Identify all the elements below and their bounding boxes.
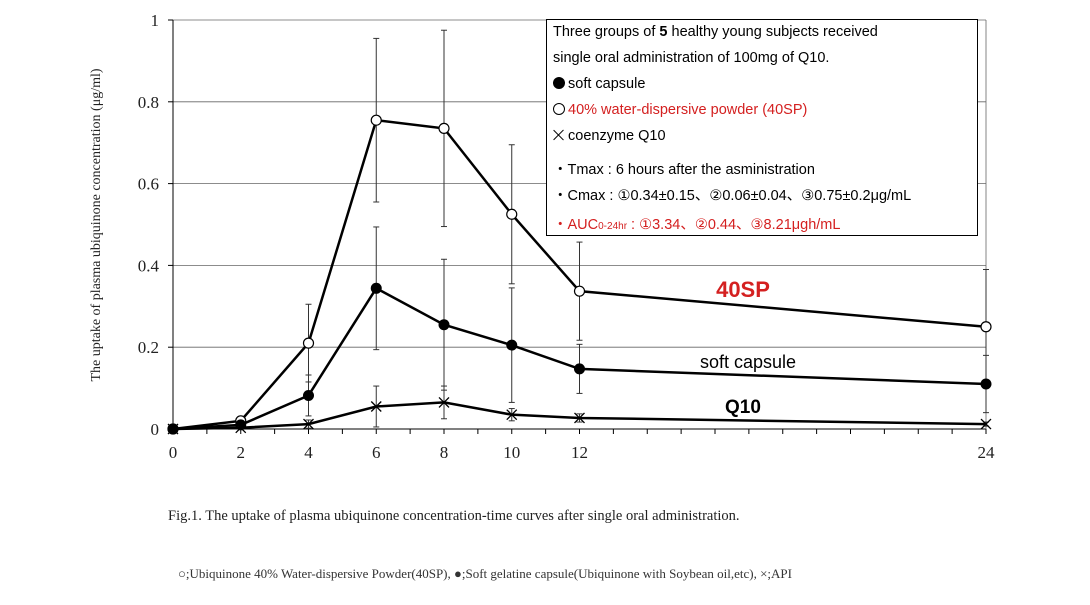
data-point [370, 282, 382, 294]
data-point [303, 418, 314, 430]
y-tick-label: 0 [151, 420, 160, 439]
info-line-2: single oral administration of 100mg of Q… [553, 50, 830, 66]
legend-item-soft-capsule: soft capsule [553, 76, 645, 92]
series-line-40sp [172, 118, 987, 431]
data-point [980, 378, 992, 390]
series-labels: 40SP soft capsule Q10 [700, 277, 796, 418]
y-tick-label: 1 [151, 11, 160, 30]
cross-icon [553, 129, 565, 141]
series-label-soft-capsule: soft capsule [700, 352, 796, 372]
x-tick-label: 0 [169, 443, 178, 462]
y-tick-label: 0.8 [138, 93, 159, 112]
x-tick-label: 12 [571, 443, 588, 462]
info-cmax: ・Cmax : ①0.34±0.15、②0.06±0.04、③0.75±0.2μ… [553, 188, 912, 204]
x-tick-label: 2 [237, 443, 246, 462]
x-tick-label: 24 [978, 443, 996, 462]
x-ticks: 0 2 4 6 8 10 12 24 [169, 429, 995, 462]
data-point [370, 114, 382, 126]
x-tick-label: 10 [503, 443, 520, 462]
figure-footnote: ○;Ubiquinone 40% Water-dispersive Powder… [178, 566, 792, 581]
data-point [506, 208, 518, 220]
series-q10 [167, 385, 992, 435]
series-label-q10: Q10 [725, 397, 761, 418]
data-point [574, 412, 585, 424]
data-point [980, 418, 992, 430]
data-point [574, 363, 585, 375]
data-point [302, 337, 315, 349]
data-point [573, 285, 586, 297]
info-line-1: Three groups of 5 healthy young subjects… [553, 24, 878, 40]
series-soft-capsule [167, 226, 992, 435]
data-point [370, 401, 382, 412]
info-tmax: ・Tmax : 6 hours after the asministration [553, 162, 815, 178]
series-line-soft-capsule [172, 286, 987, 431]
data-point [438, 122, 450, 134]
series-40sp [167, 29, 992, 435]
y-tick-label: 0.4 [138, 256, 160, 275]
x-tick-label: 6 [372, 443, 381, 462]
legend-item-40sp: 40% water-dispersive powder (40SP) [553, 102, 807, 118]
y-axis-label: The uptake of plasma ubiquinone concentr… [89, 68, 104, 381]
data-point [438, 319, 450, 331]
info-box: Three groups of 5 healthy young subjects… [546, 19, 978, 236]
series-group [167, 29, 992, 435]
filled-circle-icon [553, 77, 565, 89]
series-line-q10 [172, 401, 987, 431]
data-point [235, 422, 247, 434]
info-auc: ・AUC0-24hr : ①3.34、②0.44、③8.21μgh/mL [553, 217, 841, 233]
data-point [506, 339, 518, 351]
data-point [980, 321, 992, 333]
x-tick-label: 8 [440, 443, 449, 462]
data-point [303, 389, 314, 401]
series-label-40sp: 40SP [716, 277, 770, 302]
y-tick-label: 0.2 [138, 338, 159, 357]
data-point [506, 409, 518, 421]
y-ticks: 0 0.2 0.4 0.6 0.8 1 [138, 11, 173, 439]
legend-item-q10: coenzyme Q10 [553, 128, 666, 144]
data-point [167, 423, 179, 435]
open-circle-icon [553, 103, 565, 115]
figure-caption: Fig.1. The uptake of plasma ubiquinone c… [168, 508, 740, 524]
y-tick-label: 0.6 [138, 175, 159, 194]
x-tick-label: 4 [304, 443, 313, 462]
data-point [438, 396, 450, 408]
